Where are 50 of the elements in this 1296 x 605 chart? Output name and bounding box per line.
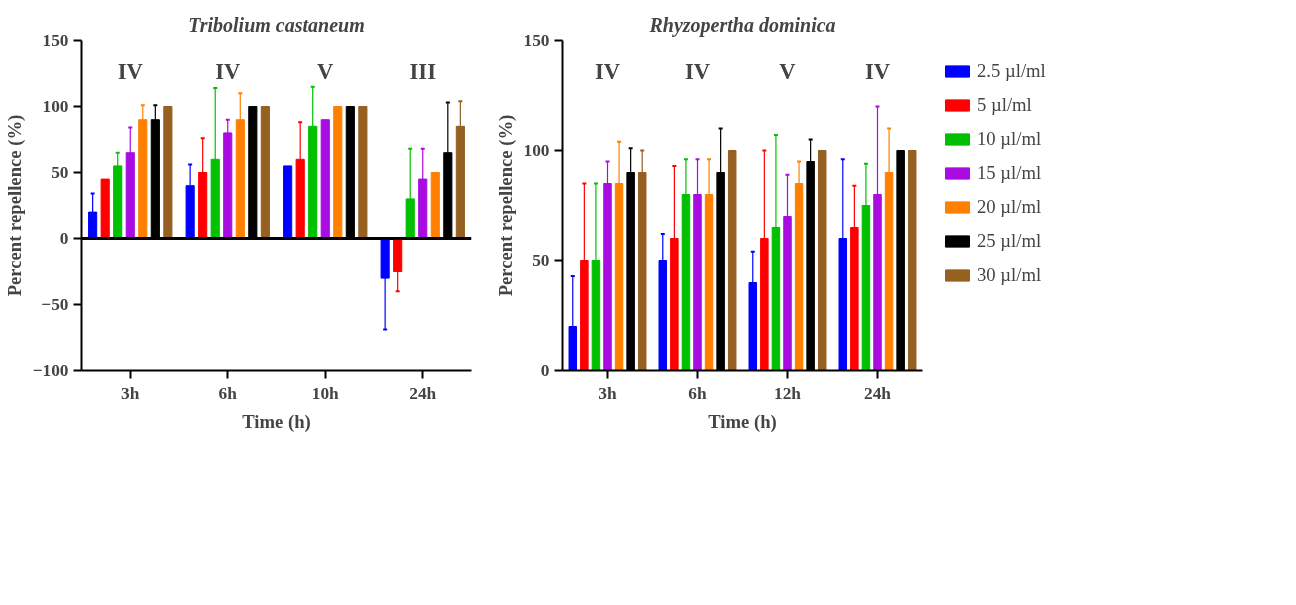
annotation: V [779,58,797,84]
legend-label: 20 µl/ml [977,196,1042,218]
annotation: IV [864,58,891,84]
x-tick-label: 6h [218,383,238,403]
x-tick-label: 3h [121,383,140,403]
bar [907,150,917,371]
bar [320,119,330,239]
y-tick-label: 50 [51,163,69,182]
chart-title: Rhyzopertha dominica [648,13,836,37]
x-tick-label: 3h [598,383,618,403]
bar [358,106,368,239]
y-tick-label: 50 [532,251,550,270]
bar [283,165,293,239]
y-tick-label: 100 [42,97,69,116]
x-axis-title: Time (h) [708,410,777,433]
annotation: V [317,58,335,84]
annotation: IV [684,58,711,84]
bar [163,106,173,239]
bar [727,150,737,371]
legend-label: 5 µl/ml [977,94,1032,116]
legend-label: 2.5 µl/ml [977,60,1046,82]
annotation: IV [215,58,241,84]
bar [430,172,440,239]
chart-title: Tribolium castaneum [188,13,365,36]
legend-label: 25 µl/ml [977,230,1042,252]
y-tick-label: 0 [540,361,550,380]
x-tick-label: 24h [409,383,437,403]
y-tick-label: −100 [32,361,69,380]
bar [817,150,827,371]
y-tick-label: −50 [41,295,69,314]
annotation: III [409,58,437,84]
y-tick-label: 150 [523,31,550,50]
bar [333,106,343,239]
y-tick-label: 150 [42,31,69,50]
y-axis-title: Percent repellence (%) [3,114,26,297]
bar [100,178,110,239]
y-tick-label: 0 [59,229,69,248]
y-tick-label: 100 [523,141,550,160]
legend-label: 10 µl/ml [977,128,1042,150]
legend-label: 30 µl/ml [977,264,1042,286]
legend-label: 15 µl/ml [977,162,1042,184]
x-tick-label: 24h [864,383,892,403]
x-axis-title: Time (h) [242,410,311,433]
annotation: IV [594,58,621,84]
x-tick-label: 10h [311,383,340,403]
x-tick-label: 6h [688,383,708,403]
y-axis-title: Percent repellence (%) [494,114,517,297]
x-tick-label: 12h [774,383,802,403]
bar [260,106,270,239]
annotation: IV [117,58,144,84]
